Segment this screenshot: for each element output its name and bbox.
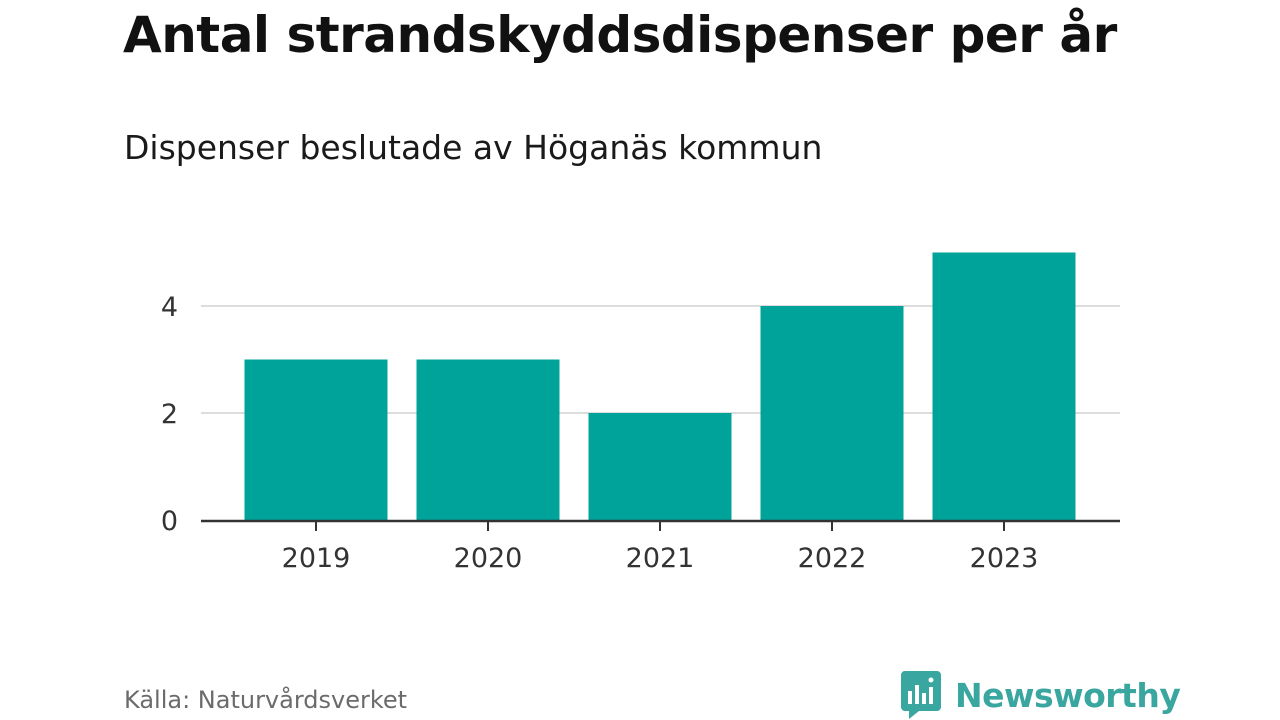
y-tick-label: 4 (161, 292, 178, 323)
tick-labels: 0 2 4 2019 2020 2021 2022 2023 (161, 292, 1039, 574)
x-tick-label: 2022 (798, 543, 867, 574)
brand-name: Newsworthy (955, 675, 1181, 715)
bar-2019 (244, 359, 388, 520)
y-tick-label: 0 (161, 506, 178, 537)
bar-2021 (588, 413, 732, 520)
x-tick-label: 2019 (282, 543, 351, 574)
chart-subtitle: Dispenser beslutade av Höganäs kommun (124, 128, 823, 167)
bars (244, 252, 1076, 520)
axes (201, 519, 1120, 531)
source-note: Källa: Naturvårdsverket (124, 686, 408, 714)
x-tick-label: 2023 (970, 543, 1039, 574)
x-tick-label: 2021 (626, 543, 695, 574)
bar-2022 (760, 306, 904, 520)
x-tick-label: 2020 (454, 543, 523, 574)
bar-2023 (932, 252, 1076, 520)
y-tick-label: 2 (161, 399, 178, 430)
brand-logo: Newsworthy (901, 670, 1181, 720)
newsworthy-logo-icon (901, 671, 941, 719)
bar-2020 (416, 359, 560, 520)
chart-title: Antal strandskyddsdispenser per år (123, 6, 1117, 64)
